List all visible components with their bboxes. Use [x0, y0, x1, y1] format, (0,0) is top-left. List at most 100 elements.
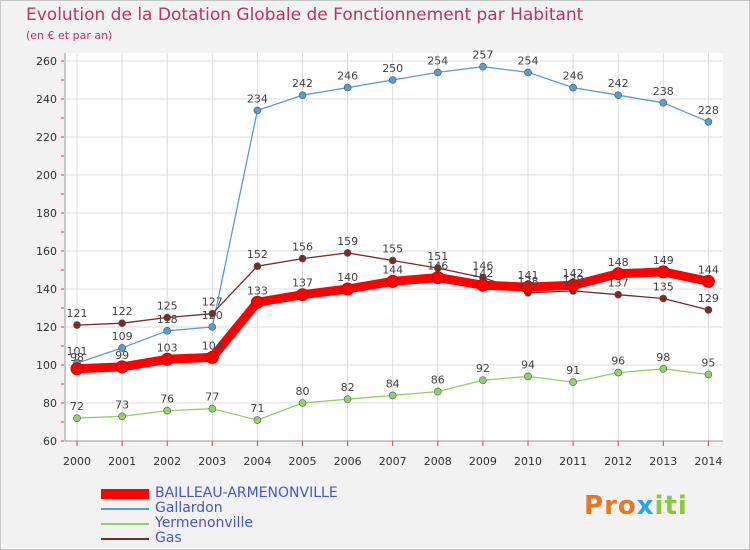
- data-label-yermenonville: 72: [70, 400, 84, 413]
- data-label-gallardon: 109: [112, 330, 133, 343]
- data-point-yermenonville: [118, 412, 126, 421]
- chart-title: Evolution de la Dotation Globale de Fonc…: [26, 5, 584, 25]
- data-label-gallardon: 242: [292, 77, 313, 90]
- data-label-gas: 125: [157, 300, 178, 313]
- data-point-bailleau-armenonville: [611, 267, 625, 281]
- data-point-bailleau-armenonville: [701, 274, 715, 288]
- data-label-gallardon: 101: [67, 345, 88, 358]
- data-label-gas: 138: [518, 275, 539, 288]
- data-label-bailleau-armenonville: 146: [427, 260, 448, 273]
- data-point-gallardon: [388, 76, 397, 84]
- data-label-bailleau-armenonville: 144: [698, 263, 719, 276]
- legend-item-bailleau-armenonville: BAILLEAU-ARMENONVILLE: [101, 486, 338, 501]
- data-point-gas: [614, 290, 623, 299]
- data-label-yermenonville: 71: [250, 402, 264, 415]
- data-point-gallardon: [479, 62, 487, 71]
- data-point-yermenonville: [479, 376, 487, 385]
- data-point-gallardon: [298, 91, 307, 99]
- data-label-bailleau-armenonville: 149: [653, 254, 674, 267]
- data-point-gallardon: [569, 83, 577, 92]
- legend-swatch: [101, 537, 149, 540]
- data-label-bailleau-armenonville: 140: [337, 271, 358, 284]
- legend-item-gallardon: Gallardon: [101, 501, 338, 516]
- y-tick-label: 80: [43, 397, 57, 410]
- data-label-yermenonville: 92: [476, 362, 490, 375]
- data-label-gallardon: 254: [518, 54, 539, 67]
- x-tick-label: 2002: [153, 455, 181, 468]
- data-label-gallardon: 118: [157, 313, 178, 326]
- x-tick-label: 2013: [649, 455, 677, 468]
- data-point-bailleau-armenonville: [70, 362, 84, 376]
- data-point-gallardon: [208, 323, 217, 331]
- data-point-bailleau-armenonville: [431, 271, 445, 285]
- data-label-yermenonville: 95: [701, 357, 715, 370]
- data-point-gas: [343, 249, 352, 257]
- y-tick-label: 140: [36, 283, 57, 296]
- data-point-gallardon: [118, 344, 126, 352]
- legend-label: Gallardon: [155, 500, 223, 516]
- data-label-yermenonville: 80: [296, 385, 310, 398]
- logo-letter: i: [677, 491, 688, 521]
- data-label-yermenonville: 76: [160, 393, 174, 406]
- data-point-gallardon: [704, 118, 713, 126]
- data-label-gallardon: 257: [472, 49, 493, 62]
- data-label-bailleau-armenonville: 103: [157, 341, 178, 354]
- legend-swatch: [101, 507, 149, 510]
- data-point-bailleau-armenonville: [250, 295, 264, 309]
- data-point-gas: [208, 309, 217, 318]
- data-point-gas: [118, 319, 126, 328]
- data-label-yermenonville: 94: [521, 358, 535, 371]
- data-point-gallardon: [614, 91, 623, 99]
- proxiti-logo: Proxiti: [584, 491, 688, 521]
- x-tick-label: 2012: [604, 455, 632, 468]
- data-label-gallardon: 120: [202, 309, 223, 322]
- data-label-bailleau-armenonville: 104: [202, 339, 223, 352]
- data-point-yermenonville: [388, 391, 397, 400]
- data-label-gallardon: 254: [427, 54, 448, 67]
- data-label-gas: 152: [247, 248, 268, 261]
- x-tick-label: 2003: [198, 455, 226, 468]
- data-point-gallardon: [163, 326, 171, 335]
- x-tick-label: 2006: [334, 455, 362, 468]
- data-label-gas: 137: [608, 277, 629, 290]
- data-point-gas: [163, 313, 171, 322]
- legend-item-gas: Gas: [101, 531, 338, 546]
- data-label-gas: 159: [337, 235, 358, 248]
- data-point-yermenonville: [73, 414, 81, 423]
- data-point-bailleau-armenonville: [160, 352, 174, 366]
- data-point-gallardon: [433, 68, 442, 77]
- data-point-yermenonville: [208, 404, 217, 413]
- plot-area: [65, 53, 723, 441]
- data-label-yermenonville: 82: [341, 381, 355, 394]
- x-tick-label: 2004: [243, 455, 271, 468]
- data-point-gallardon: [343, 83, 352, 92]
- data-point-yermenonville: [569, 378, 577, 386]
- data-label-gallardon: 228: [698, 104, 719, 117]
- logo-letter: r: [604, 491, 618, 521]
- data-label-gas: 129: [698, 292, 719, 305]
- data-point-gas: [388, 256, 397, 265]
- data-point-yermenonville: [659, 364, 668, 373]
- data-label-bailleau-armenonville: 99: [115, 349, 129, 362]
- x-tick-label: 2010: [514, 455, 542, 468]
- data-label-gas: 127: [202, 296, 223, 309]
- legend-swatch: [101, 488, 149, 499]
- y-tick-label: 60: [43, 435, 57, 448]
- data-label-bailleau-armenonville: 148: [608, 256, 629, 269]
- logo-letter: i: [654, 491, 665, 521]
- data-point-yermenonville: [298, 399, 307, 407]
- data-point-bailleau-armenonville: [386, 274, 400, 288]
- x-tick-label: 2000: [63, 455, 91, 468]
- data-label-yermenonville: 91: [566, 364, 580, 377]
- y-tick-label: 160: [36, 245, 57, 258]
- data-label-yermenonville: 86: [431, 374, 445, 387]
- data-point-bailleau-armenonville: [656, 265, 670, 279]
- y-tick-label: 220: [36, 131, 57, 144]
- data-point-gas: [659, 294, 668, 303]
- legend-label: Yermenonville: [155, 515, 253, 531]
- data-point-yermenonville: [614, 368, 623, 377]
- data-label-gallardon: 242: [608, 77, 629, 90]
- logo-letter: o: [617, 491, 637, 521]
- x-tick-label: 2005: [289, 455, 317, 468]
